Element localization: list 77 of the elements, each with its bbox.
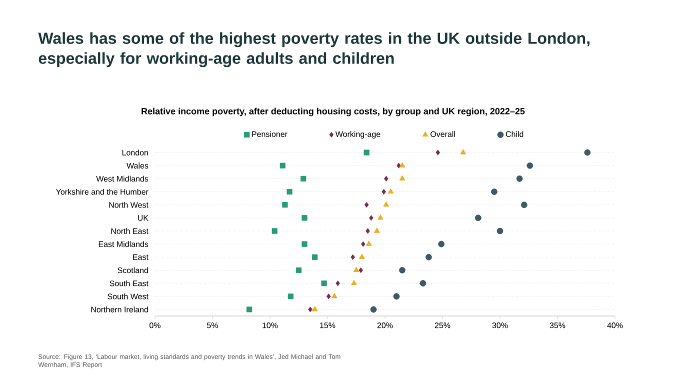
x-tick-label: 10% bbox=[262, 322, 278, 328]
point bbox=[364, 150, 370, 156]
x-tick-label: 20% bbox=[377, 322, 393, 328]
point bbox=[491, 188, 498, 195]
point bbox=[353, 266, 360, 272]
point bbox=[393, 293, 400, 300]
chart-title: Wales has some of the highest poverty rates in the UK outside London, especially for working-age adults and children bbox=[38, 32, 590, 68]
point bbox=[496, 228, 504, 234]
point bbox=[516, 175, 523, 182]
point bbox=[350, 254, 355, 260]
point bbox=[438, 240, 445, 248]
y-tick-label: East Midlands bbox=[98, 241, 148, 248]
point bbox=[526, 162, 534, 169]
point bbox=[399, 162, 406, 168]
point bbox=[388, 188, 394, 194]
point bbox=[420, 280, 426, 286]
point bbox=[300, 176, 306, 182]
y-tick-label: North West bbox=[109, 202, 148, 208]
y-tick-label: Scotland bbox=[118, 267, 148, 274]
point bbox=[384, 176, 388, 182]
point bbox=[474, 214, 482, 222]
x-tick-label: 25% bbox=[434, 322, 450, 328]
x-tick-label: 0% bbox=[150, 322, 160, 328]
x-tick-label: 30% bbox=[492, 322, 508, 328]
point bbox=[308, 306, 312, 312]
point bbox=[366, 240, 372, 246]
y-tick-label: North East bbox=[111, 228, 148, 234]
point bbox=[520, 202, 528, 208]
y-tick-label: West Midlands bbox=[96, 176, 148, 182]
point bbox=[382, 188, 386, 195]
point bbox=[426, 254, 432, 260]
legend-label: Overall bbox=[430, 131, 455, 137]
point bbox=[359, 254, 365, 259]
x-tick-label: 35% bbox=[550, 322, 566, 328]
y-tick-label: South East bbox=[110, 280, 148, 286]
point bbox=[312, 254, 318, 260]
y-tick-label: South West bbox=[108, 293, 148, 300]
point bbox=[370, 306, 377, 313]
point bbox=[302, 241, 308, 247]
point bbox=[331, 292, 338, 298]
x-tick-label: 40% bbox=[607, 322, 623, 328]
y-tick-label: London bbox=[122, 150, 148, 156]
point bbox=[272, 228, 278, 234]
point bbox=[321, 280, 327, 286]
legend-label: Pensioner bbox=[252, 131, 288, 137]
point bbox=[246, 306, 252, 312]
point bbox=[361, 241, 366, 247]
y-tick-label: UK bbox=[138, 215, 148, 221]
point bbox=[374, 228, 380, 233]
point bbox=[280, 162, 286, 168]
point bbox=[460, 149, 466, 154]
point bbox=[364, 202, 369, 208]
point bbox=[584, 149, 591, 156]
point bbox=[399, 267, 406, 274]
point bbox=[312, 306, 318, 312]
chart-subtitle: Relative income poverty, after deducting housing costs, by group and UK region, 2022–25 bbox=[142, 108, 525, 116]
y-tick-label: Northern Ireland bbox=[91, 306, 148, 312]
point bbox=[369, 215, 374, 221]
point bbox=[436, 150, 440, 156]
point bbox=[326, 294, 331, 300]
y-tick-label: Wales bbox=[126, 162, 148, 169]
point bbox=[296, 267, 302, 274]
point bbox=[383, 201, 390, 207]
legend-label: Child bbox=[506, 131, 524, 137]
point bbox=[288, 294, 294, 300]
point bbox=[366, 228, 370, 234]
point bbox=[282, 202, 288, 208]
point bbox=[377, 214, 384, 220]
legend-label: Working-age bbox=[335, 131, 380, 139]
point bbox=[350, 280, 357, 286]
x-tick-label: 15% bbox=[320, 322, 336, 328]
y-tick-label: East bbox=[133, 254, 148, 260]
point bbox=[399, 175, 406, 180]
point bbox=[302, 215, 308, 221]
x-tick-label: 5% bbox=[207, 322, 218, 328]
point bbox=[286, 188, 292, 195]
y-tick-label: Yorkshire and the Humber bbox=[56, 188, 148, 195]
